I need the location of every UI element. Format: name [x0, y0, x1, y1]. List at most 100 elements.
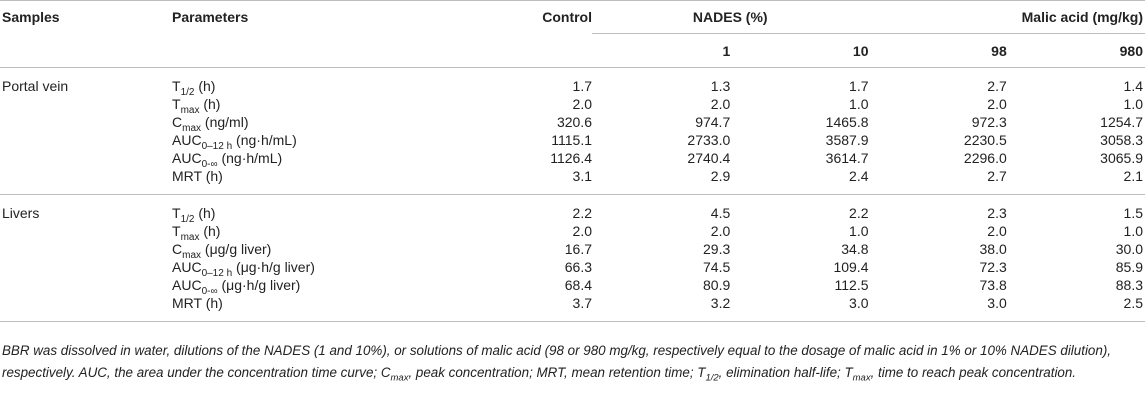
- value-cell: 72.3: [979, 259, 1007, 275]
- parameter-label: AUC0-∞ (μg·h/g liver): [172, 276, 392, 297]
- parameter-label: Tmax (h): [172, 95, 392, 115]
- parameter-subscript: 0-∞: [201, 285, 218, 297]
- footnote-line1: BBR was dissolved in water, dilutions of…: [2, 343, 1111, 358]
- footnote-sub-tmax: max: [852, 372, 871, 384]
- value-cell: 1.0: [849, 96, 869, 112]
- footnote-sub-cmax: max: [390, 372, 409, 384]
- parameter-unit: (ng·h/mL): [217, 150, 283, 166]
- parameter-label: Tmax (h): [172, 222, 392, 243]
- parameter-subscript: max: [182, 249, 202, 261]
- footnote-line2: respectively. AUC, the area under the co…: [2, 365, 391, 380]
- value-cell: 4.5: [710, 205, 731, 221]
- value-cell: 974.7: [695, 114, 731, 130]
- value-cell: 2733.0: [687, 132, 731, 148]
- parameter-unit: (μg·h/g liver): [217, 277, 301, 293]
- value-cell: 2740.4: [687, 150, 731, 166]
- table-row: AUC0–12 h (μg·h/g liver) 66.3 74.5 109.4 72.…: [0, 258, 1145, 278]
- value-cell: 30.0: [1115, 241, 1143, 257]
- value-cell: 1465.8: [825, 114, 869, 130]
- value-cell: 2.5: [1123, 295, 1143, 311]
- parameter-unit: (h): [194, 78, 216, 94]
- parameter-label: T1/2 (h): [172, 68, 392, 98]
- parameter-symbol: T: [172, 96, 181, 112]
- parameter-label: Cmax (μg/g liver): [172, 240, 392, 261]
- value-cell: 972.3: [971, 114, 1007, 130]
- header-control: Control: [542, 9, 592, 26]
- value-cell: 85.9: [1115, 259, 1143, 275]
- table-row: AUC0-∞ (ng·h/mL) 1126.4 2740.4 3614.7 2296.0…: [0, 149, 1145, 170]
- parameter-unit: (ng/ml): [201, 114, 249, 130]
- value-cell: 1126.4: [550, 150, 592, 166]
- header-parameters: Parameters: [172, 9, 249, 26]
- value-cell: 1.5: [1123, 205, 1143, 221]
- value-cell: 68.4: [564, 277, 592, 293]
- parameter-symbol: MRT (h): [172, 168, 223, 184]
- table-row: Portal vein T1/2 (h) 1.7 1.3 1.7 2.7 1.4: [0, 68, 1145, 98]
- value-cell: 1.4: [1123, 78, 1143, 94]
- parameter-symbol: AUC: [172, 132, 202, 148]
- table-row: MRT (h) 3.1 2.9 2.4 2.7 2.1: [0, 167, 1145, 195]
- header-malic-98: 98: [991, 42, 1007, 59]
- parameter-label: MRT (h): [172, 294, 392, 322]
- value-cell: 1.3: [710, 78, 731, 94]
- parameter-subscript: 1/2: [180, 86, 195, 98]
- value-cell: 88.3: [1115, 277, 1143, 293]
- value-cell: 2.9: [710, 168, 731, 184]
- parameter-symbol: T: [172, 78, 181, 94]
- parameter-label: AUC0-∞ (ng·h/mL): [172, 149, 392, 170]
- value-cell: 109.4: [833, 259, 869, 275]
- value-cell: 16.7: [564, 241, 592, 257]
- table-row: Tmax (h) 2.0 2.0 1.0 2.0 1.0: [0, 222, 1145, 243]
- table-row: Tmax (h) 2.0 2.0 1.0 2.0 1.0: [0, 95, 1145, 115]
- parameter-unit: (ng·h/mL): [232, 132, 297, 148]
- value-cell: 1115.1: [551, 132, 592, 148]
- value-cell: 66.3: [564, 259, 592, 275]
- value-cell: 1.0: [1123, 223, 1143, 239]
- value-cell: 3065.9: [1100, 150, 1143, 166]
- parameter-symbol: T: [172, 205, 181, 221]
- sample-label: Portal vein: [2, 78, 69, 94]
- value-cell: 2.4: [849, 168, 869, 184]
- value-cell: 3.0: [849, 295, 869, 311]
- value-cell: 38.0: [979, 241, 1007, 257]
- parameter-subscript: max: [182, 122, 202, 134]
- value-cell: 2.0: [572, 223, 592, 239]
- value-cell: 2230.5: [963, 132, 1007, 148]
- table-footnote: BBR was dissolved in water, dilutions of…: [2, 340, 1142, 384]
- parameter-label: AUC0–12 h (ng·h/mL): [172, 131, 392, 151]
- value-cell: 3614.7: [825, 150, 869, 166]
- value-cell: 2.0: [987, 96, 1007, 112]
- value-cell: 3.7: [572, 295, 592, 311]
- parameter-symbol: MRT (h): [172, 295, 223, 311]
- parameter-subscript: 0-∞: [201, 158, 218, 170]
- parameter-subscript: max: [180, 231, 200, 243]
- parameter-unit: (μg·h/g liver): [232, 259, 315, 275]
- value-cell: 3587.9: [825, 132, 869, 148]
- value-cell: 112.5: [834, 277, 869, 293]
- parameter-label: MRT (h): [172, 167, 392, 195]
- value-cell: 1254.7: [1100, 114, 1143, 130]
- value-cell: 3.2: [710, 295, 731, 311]
- value-cell: 1.7: [849, 78, 869, 94]
- parameter-unit: (h): [199, 223, 221, 239]
- table-row: AUC0–12 h (ng·h/mL) 1115.1 2733.0 3587.9 223…: [0, 131, 1145, 151]
- parameter-label: Cmax (ng/ml): [172, 113, 392, 134]
- value-cell: 74.5: [703, 259, 731, 275]
- value-cell: 1.0: [849, 223, 869, 239]
- table-row: Livers T1/2 (h) 2.2 4.5 2.2 2.3 1.5: [0, 195, 1145, 225]
- pharmacokinetics-table: Samples Parameters Control NADES (%) Mal…: [0, 0, 1145, 322]
- value-cell: 29.3: [703, 241, 731, 257]
- footnote-sub-thalf: 1/2: [705, 372, 719, 384]
- value-cell: 3.0: [987, 295, 1007, 311]
- value-cell: 320.6: [556, 114, 592, 130]
- value-cell: 2.0: [572, 96, 592, 112]
- parameter-symbol: C: [172, 241, 183, 257]
- header-malic-group: Malic acid (mg/kg): [868, 0, 1145, 34]
- parameter-unit: (μg/g liver): [201, 241, 272, 257]
- header-malic-980: 980: [1119, 42, 1143, 59]
- footnote-line2c: , elimination half-life; T: [718, 365, 853, 380]
- table-row: AUC0-∞ (μg·h/g liver) 68.4 80.9 112.5 73.8 88…: [0, 276, 1145, 297]
- parameter-label: AUC0–12 h (μg·h/g liver): [172, 258, 392, 278]
- parameter-subscript: 1/2: [180, 213, 195, 225]
- value-cell: 34.8: [841, 241, 869, 257]
